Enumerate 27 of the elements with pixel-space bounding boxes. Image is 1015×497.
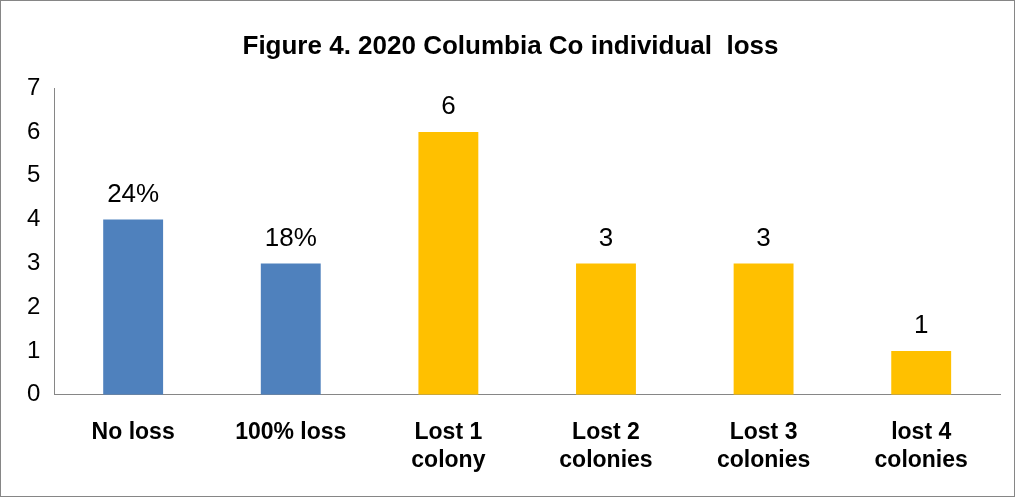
x-tick-label: lost 4 colonies [874,417,968,472]
y-tick-label: 2 [26,291,41,319]
bar [103,219,164,395]
bar [576,263,636,395]
annotation: 18% [264,221,317,252]
y-tick-label: 0 [26,379,41,407]
bar [418,132,479,395]
annotation: 24% [107,177,160,208]
bar [891,351,952,395]
bar [733,263,794,395]
x-tick-label: Lost 1 colony [411,417,486,472]
y-tick-label: 7 [26,72,41,100]
data-label: 3 [756,221,771,252]
y-tick-label: 4 [26,204,41,232]
y-tick-label: 3 [26,248,41,276]
data-label: 6 [441,90,456,121]
x-tick-label: 100% loss [235,417,347,444]
data-label: 1 [913,309,929,340]
x-tick-label: Lost 2 colonies [559,417,653,472]
chart-title: Figure 4. 2020 Columbia Co individual loss [242,29,779,60]
x-tick-label: No loss [91,417,175,444]
y-tick-label: 5 [26,160,41,188]
data-label: 3 [598,221,614,252]
x-tick-label: Lost 3 colonies [716,417,811,472]
y-tick-label: 6 [26,116,41,144]
bar [260,263,321,395]
y-tick-label: 1 [26,335,41,363]
